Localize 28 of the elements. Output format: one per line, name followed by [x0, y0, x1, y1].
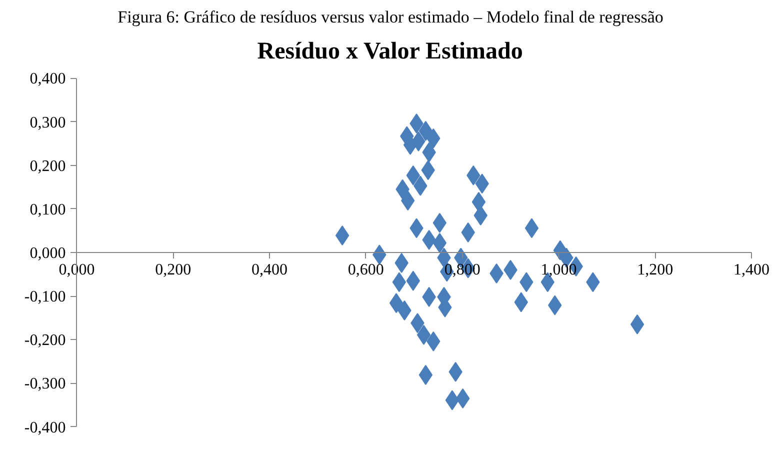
point: [524, 218, 539, 238]
point: [389, 293, 404, 314]
point: [392, 272, 406, 292]
y-tick-label: 0,300: [30, 114, 66, 132]
x-tick-label: 0,400: [252, 262, 288, 278]
y-tick-label: 0,000: [30, 245, 66, 262]
point: [456, 388, 470, 408]
y-tick-label: 0,100: [30, 201, 66, 218]
point: [418, 364, 433, 385]
point: [630, 314, 644, 334]
text: Figura 6: Gráfico de resíduos versus valor estimado – Modelo final de regressão: [118, 8, 664, 26]
y-tick-label: 0,200: [30, 158, 66, 175]
y-tick-label: -0,400: [24, 419, 66, 436]
point: [335, 226, 350, 246]
point: [418, 120, 433, 141]
y-tick-label: 0,400: [30, 70, 66, 88]
x-tick-label: 1,200: [637, 262, 674, 278]
chart-title: Resíduo x Valor Estimado: [257, 38, 523, 64]
x-tick-label: 1,400: [734, 262, 770, 278]
y-tick-label: -0,100: [24, 288, 66, 306]
point: [472, 192, 486, 212]
point: [445, 390, 460, 410]
point: [416, 324, 431, 345]
x-tick-label: 0,200: [155, 262, 192, 278]
y-tick-label: -0,200: [24, 332, 66, 350]
x-tick-label: 0,600: [348, 262, 384, 278]
x-tick-label: 0,000: [58, 262, 95, 278]
y-tick-label: -0,300: [24, 376, 66, 393]
